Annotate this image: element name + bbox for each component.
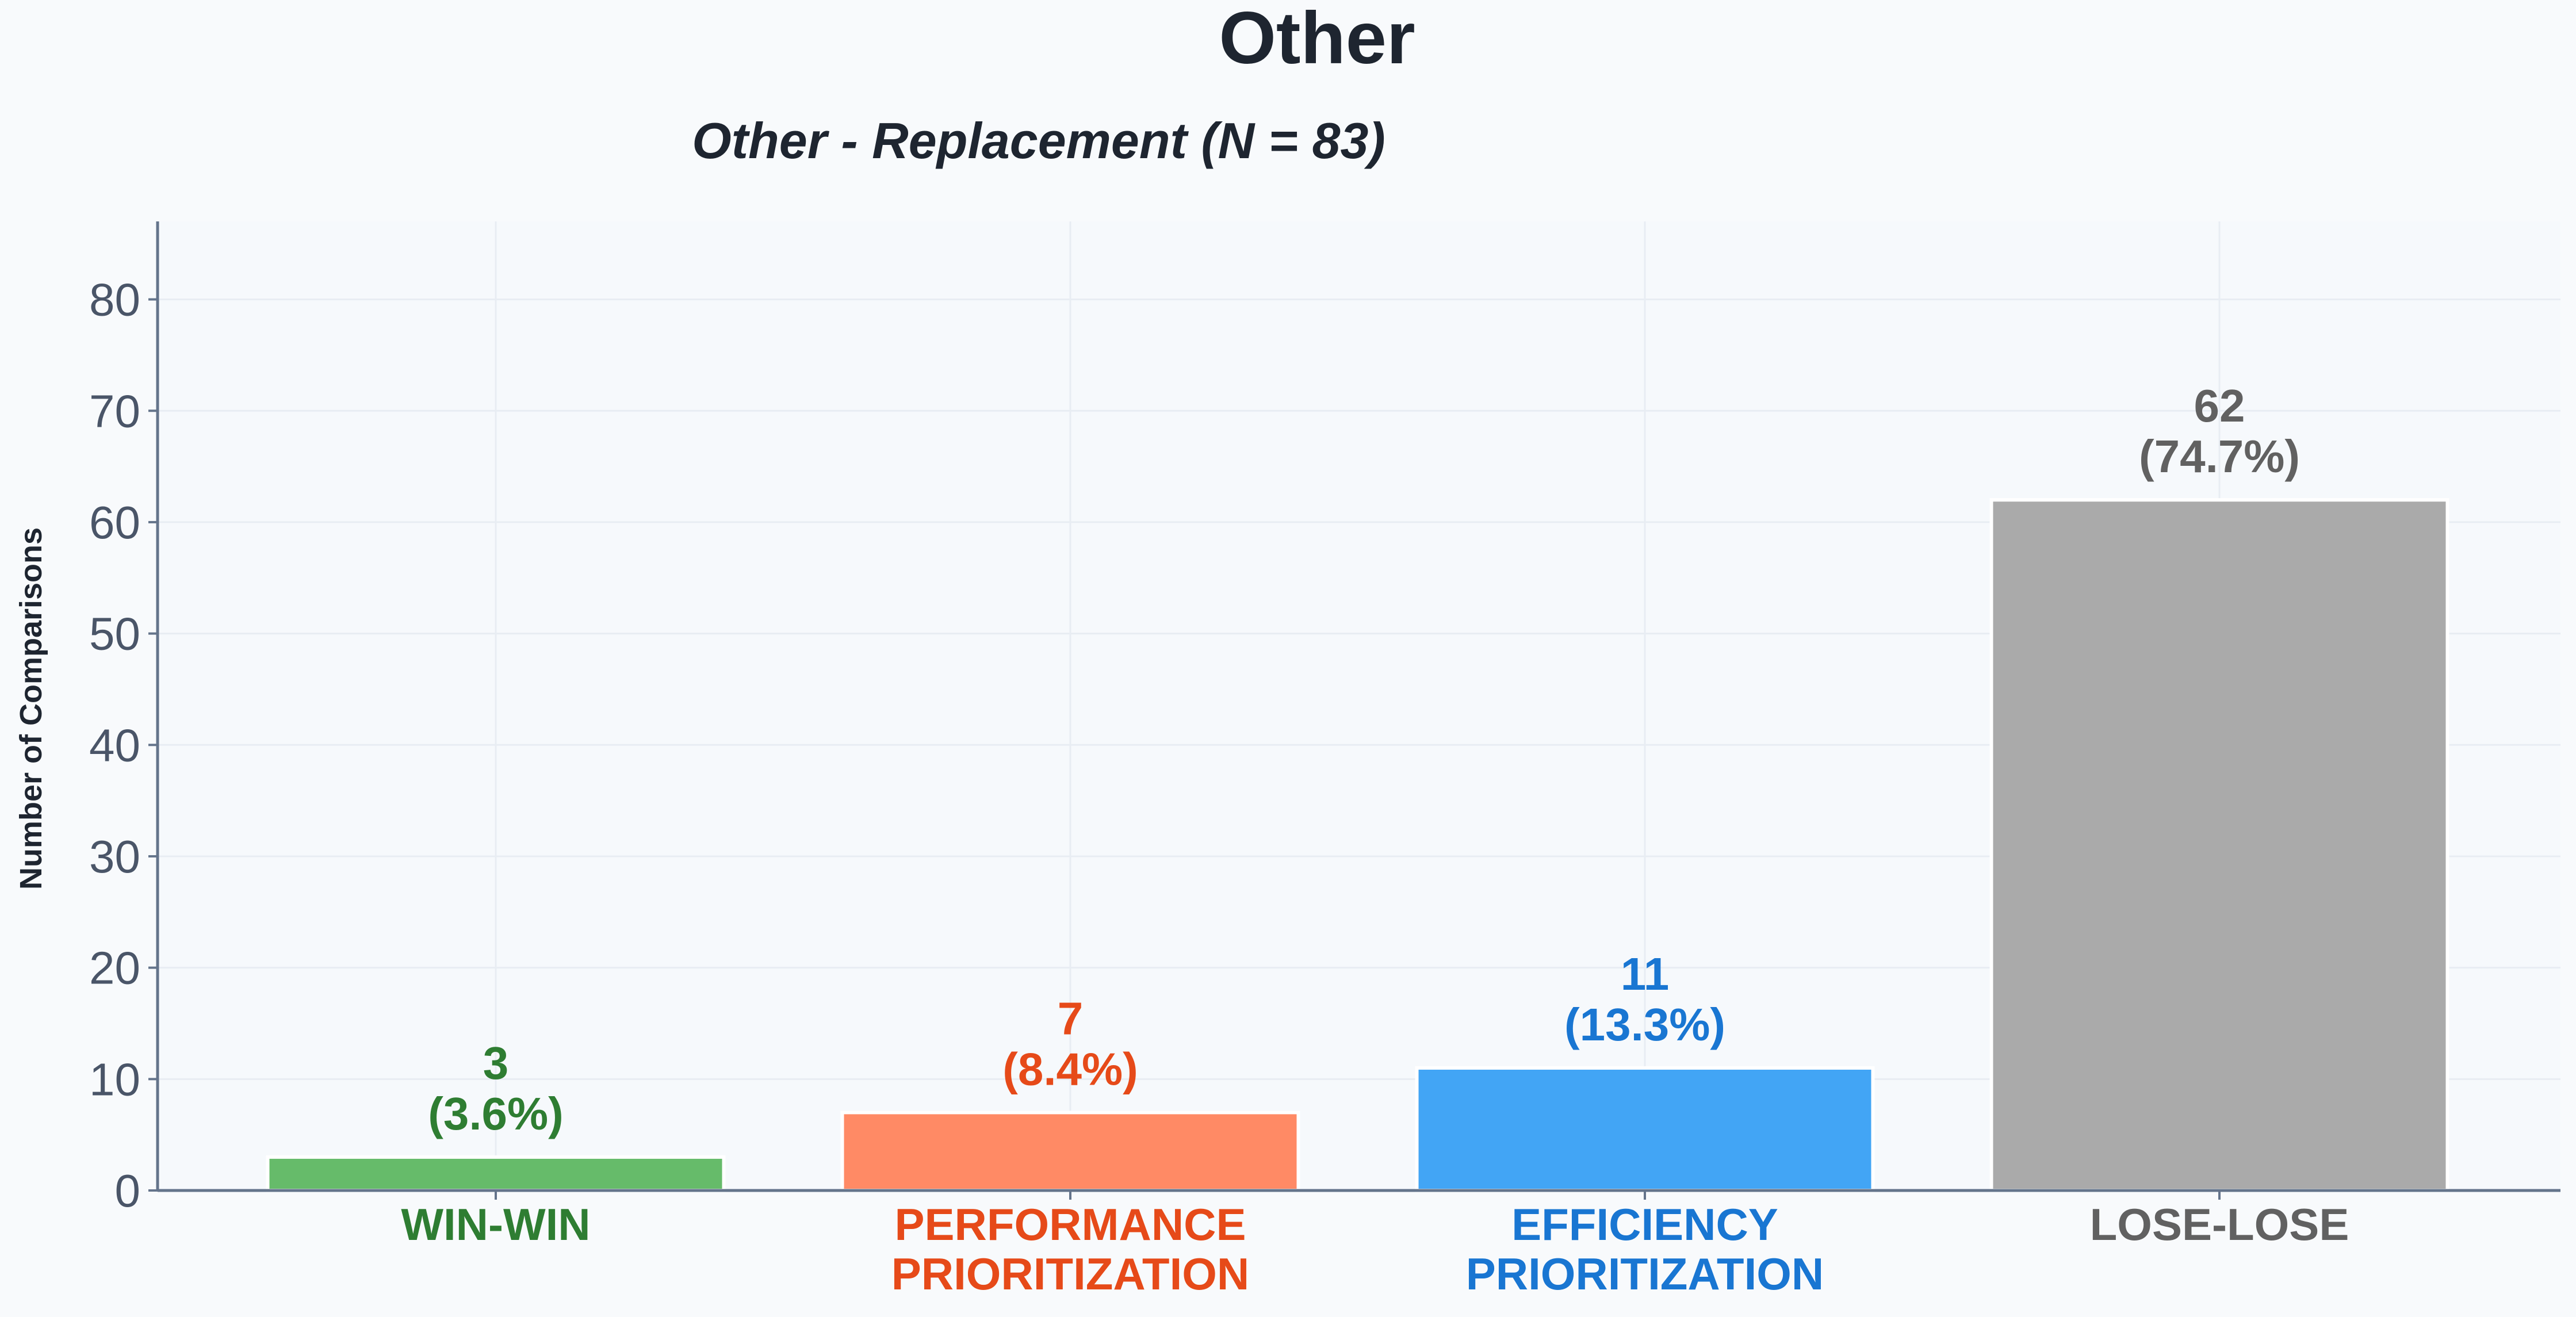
x-tick-label: PRIORITIZATION: [891, 1249, 1250, 1299]
figure-title: Other: [1219, 0, 1415, 79]
x-tick-label: LOSE-LOSE: [2090, 1199, 2349, 1250]
x-tick-label: WIN-WIN: [401, 1199, 590, 1250]
y-tick-label: 80: [89, 274, 140, 326]
bar-value-label: 62: [2194, 380, 2245, 431]
bar-percent-label: (8.4%): [1002, 1043, 1138, 1094]
bar: [266, 1155, 726, 1193]
bar: [840, 1111, 1300, 1192]
y-axis-label: Number of Comparisons: [14, 527, 48, 890]
y-axis-ticks: 0 10 20 30 40 50 60 70 80: [89, 274, 158, 1216]
y-tick-label: 70: [89, 385, 140, 437]
axes: [156, 221, 2560, 1192]
y-tick-label: 60: [89, 497, 140, 548]
bar-percent-label: (74.7%): [2139, 431, 2300, 482]
bar-percent-label: (13.3%): [1564, 999, 1725, 1050]
chart-subtitle: Other - Replacement (N = 83): [692, 112, 1385, 169]
y-tick-label: 40: [89, 719, 140, 771]
y-tick-label: 30: [89, 831, 140, 882]
x-tick-label: PERFORMANCE: [894, 1199, 1246, 1250]
x-tick-label: EFFICIENCY: [1511, 1199, 1778, 1250]
bars: [266, 498, 2449, 1193]
bar-value-labels: 3(3.6%) 7(8.4%) 11(13.3%) 62(74.7%): [428, 380, 2300, 1139]
bar: [1989, 498, 2449, 1192]
y-tick-label: 50: [89, 608, 140, 660]
y-tick-label: 20: [89, 943, 140, 994]
x-axis-ticks: WIN-WIN PERFORMANCEPRIORITIZATIONEFFICIEN…: [401, 1190, 2349, 1299]
y-tick-label: 0: [115, 1165, 141, 1216]
bar-value-label: 3: [483, 1037, 509, 1089]
bar-value-label: 7: [1058, 993, 1084, 1044]
x-tick-label: PRIORITIZATION: [1466, 1249, 1824, 1299]
bar-percent-label: (3.6%): [428, 1088, 564, 1139]
y-tick-label: 10: [89, 1054, 140, 1105]
bar: [1415, 1066, 1875, 1192]
bar-value-label: 11: [1621, 948, 1670, 1000]
